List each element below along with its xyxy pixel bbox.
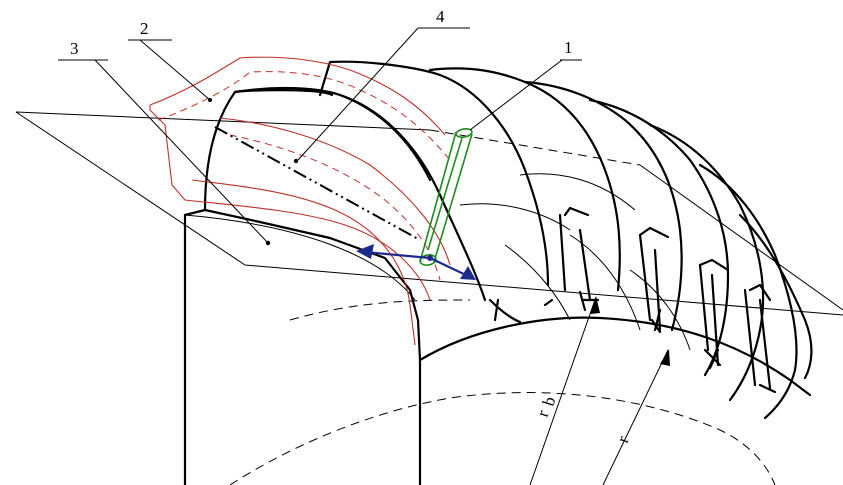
label-2: 2 (140, 19, 149, 38)
tool-cylinder (419, 128, 473, 266)
label-rb-subscript: b (539, 394, 560, 408)
direction-arrows (356, 244, 476, 280)
reference-plane (15, 111, 843, 316)
blank-profile (149, 56, 451, 346)
leader-lines (58, 27, 582, 246)
label-4: 4 (436, 7, 445, 26)
gear-teeth (203, 60, 813, 420)
label-1: 1 (564, 38, 573, 57)
cutting-path-point (293, 158, 299, 164)
radius-dimensions (529, 296, 670, 485)
cutting-path-line (214, 126, 421, 241)
label-rb: r (533, 408, 553, 420)
label-3: 3 (70, 39, 79, 58)
